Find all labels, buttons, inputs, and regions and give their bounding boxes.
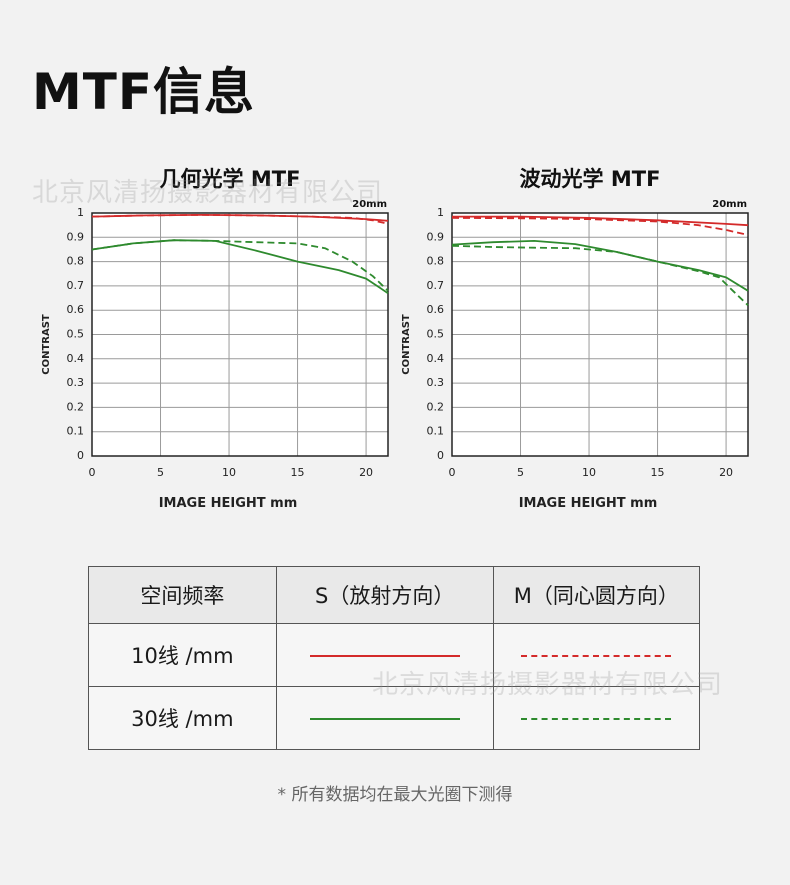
- series-line-s10: [91, 214, 389, 222]
- row-30-s-swatch: [309, 718, 460, 720]
- x-tick-label: 0: [89, 466, 96, 479]
- y-tick-label: 0: [437, 449, 444, 462]
- x-tick-label: 20: [719, 466, 733, 479]
- series-line-m30: [451, 244, 749, 306]
- row-10-s-swatch: [309, 655, 460, 657]
- y-tick-label: 0.9: [427, 230, 445, 243]
- mtf-chart-geometric-svg: 几何光学 MTF 20mm 0 0.1 0.2 0.3 0.4 0.5 0.6 0.7 0.8 0.9…: [41, 167, 389, 511]
- row-30-s-swatch-cell: [275, 686, 494, 750]
- x-tick-label: 5: [517, 466, 524, 479]
- y-tick-label: 0.5: [427, 328, 445, 341]
- chart-title: 几何光学 MTF: [160, 167, 301, 191]
- plot-frame: [451, 212, 749, 457]
- y-axis-label: CONTRAST: [41, 314, 52, 375]
- y-tick-label: 0.3: [427, 376, 445, 389]
- y-tick-label: 0.1: [427, 425, 445, 438]
- y-tick-label: 0.8: [427, 255, 445, 268]
- legend-row-30: 30线 /mm: [88, 686, 701, 750]
- page-title: MTF信息: [32, 63, 256, 121]
- y-tick-label: 0.2: [67, 400, 85, 413]
- series-line-m10: [91, 214, 389, 225]
- row-30-label: 30线 /mm: [88, 686, 277, 750]
- y-axis-label: CONTRAST: [401, 314, 412, 375]
- y-tick-label: 0.6: [427, 303, 445, 316]
- x-tick-label: 20: [359, 466, 373, 479]
- chart-subtitle: 20mm: [352, 199, 387, 210]
- x-tick-label: 0: [449, 466, 456, 479]
- y-tick-label: 0.4: [427, 352, 445, 365]
- y-tick-label: 0.7: [67, 279, 85, 292]
- x-tick-label: 10: [582, 466, 596, 479]
- mtf-chart-wave-svg: 波动光学 MTF 20mm 0 0.1 0.2 0.3 0.4 0.5 0.6 0.7 0.8 0.9…: [401, 167, 749, 511]
- y-tick-label: 0.2: [427, 400, 445, 413]
- legend-table: 空间频率 S（放射方向） M（同心圆方向） 10线 /mm 30线 /mm: [88, 566, 701, 750]
- y-tick-label: 0.4: [67, 352, 85, 365]
- x-axis-label: IMAGE HEIGHT mm: [159, 496, 298, 511]
- series-line-m30: [91, 239, 389, 292]
- series-line-s10: [452, 215, 749, 227]
- footnote: * 所有数据均在最大光圈下测得: [277, 785, 513, 805]
- y-tick-label: 1: [77, 206, 84, 219]
- y-tick-label: 1: [437, 206, 444, 219]
- row-30-m-swatch-cell: [492, 686, 701, 750]
- header-frequency: 空间频率: [88, 566, 277, 624]
- y-tick-label: 0.5: [67, 328, 85, 341]
- legend-row-10: 10线 /mm: [88, 623, 701, 687]
- row-10-s-swatch-cell: [275, 623, 494, 687]
- mtf-chart-geometric: 几何光学 MTF 20mm 0 0.1 0.2 0.3 0.4 0.5 0.6 0.7 0.8 0.9…: [20, 160, 400, 520]
- row-10-m-swatch-cell: [492, 623, 701, 687]
- y-tick-label: 0.7: [427, 279, 445, 292]
- chart-subtitle: 20mm: [712, 199, 747, 210]
- y-tick-label: 0.9: [67, 230, 85, 243]
- mtf-chart-wave: 波动光学 MTF 20mm 0 0.1 0.2 0.3 0.4 0.5 0.6 0.7 0.8 0.9…: [380, 160, 760, 520]
- x-tick-label: 15: [651, 466, 665, 479]
- legend-header-row: 空间频率 S（放射方向） M（同心圆方向）: [88, 566, 701, 624]
- header-meridional: M（同心圆方向）: [492, 566, 701, 624]
- x-tick-label: 15: [291, 466, 305, 479]
- x-tick-label: 10: [222, 466, 236, 479]
- row-10-label: 10线 /mm: [88, 623, 277, 687]
- y-tick-label: 0.1: [67, 425, 85, 438]
- y-tick-label: 0.8: [67, 255, 85, 268]
- y-tick-label: 0.6: [67, 303, 85, 316]
- x-tick-label: 5: [157, 466, 164, 479]
- chart-title: 波动光学 MTF: [520, 167, 661, 191]
- series-line-s30: [451, 240, 749, 292]
- plot-frame: [91, 212, 389, 457]
- series-line-m10: [451, 217, 749, 236]
- row-30-m-swatch: [521, 718, 672, 720]
- x-axis-label: IMAGE HEIGHT mm: [519, 496, 658, 511]
- y-tick-label: 0: [77, 449, 84, 462]
- header-sagittal: S（放射方向）: [275, 566, 494, 624]
- y-tick-label: 0.3: [67, 376, 85, 389]
- row-10-m-swatch: [521, 655, 672, 657]
